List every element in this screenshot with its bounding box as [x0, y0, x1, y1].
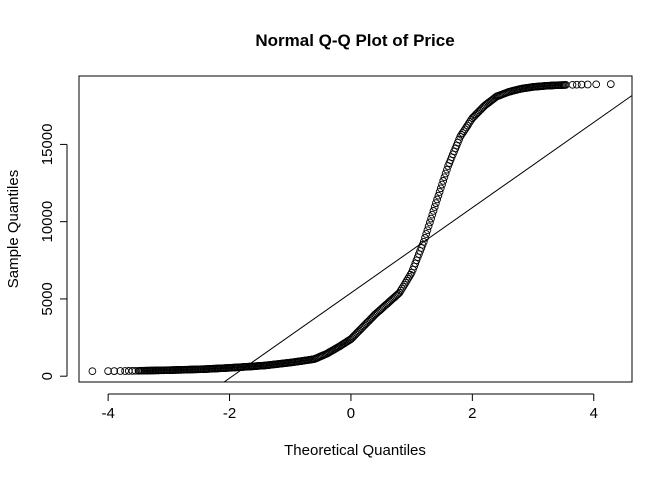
x-tick-label: -4: [101, 405, 114, 422]
data-point: [401, 278, 410, 287]
y-tick-label: 10000: [39, 201, 56, 243]
data-point: [438, 180, 446, 189]
data-point: [428, 210, 437, 219]
data-point: [404, 274, 412, 283]
x-tick-label: 4: [590, 405, 598, 422]
data-point: [592, 80, 601, 89]
data-point: [430, 203, 439, 211]
plot-frame: [78, 75, 633, 383]
data-point: [398, 284, 406, 293]
data-point: [419, 237, 428, 246]
x-axis-label: Theoretical Quantiles: [284, 442, 426, 459]
data-point: [424, 222, 433, 231]
data-point: [88, 367, 97, 376]
data-point: [421, 234, 429, 242]
qq-reference-line: [223, 95, 633, 383]
data-point: [128, 367, 137, 375]
x-tick-label: 2: [468, 405, 476, 422]
data-point: [110, 367, 119, 375]
chart-title: Normal Q-Q Plot of Price: [255, 31, 454, 50]
data-point: [439, 177, 448, 185]
data-point: [434, 191, 443, 200]
data-point: [583, 80, 592, 89]
data-point: [577, 80, 586, 89]
y-tick-label: 0: [39, 372, 56, 380]
y-tick-label: 5000: [39, 282, 56, 315]
data-point: [104, 367, 112, 375]
x-tick-label: -2: [223, 405, 236, 422]
data-point: [395, 288, 404, 297]
data-point: [432, 199, 440, 207]
data-point: [436, 184, 445, 193]
data-point: [433, 195, 441, 204]
data-point: [399, 282, 408, 291]
data-point: [561, 81, 570, 89]
data-point: [422, 230, 431, 238]
data-point: [572, 80, 581, 89]
data-point: [121, 367, 129, 375]
data-point: [463, 121, 472, 130]
y-axis-label: Sample Quantiles: [5, 170, 22, 288]
data-point: [429, 207, 438, 215]
data-point: [443, 165, 451, 174]
data-points: [88, 80, 615, 376]
data-point: [441, 169, 450, 178]
data-point: [440, 173, 449, 182]
data-point: [435, 188, 444, 196]
data-point: [116, 367, 125, 375]
data-point: [400, 280, 409, 289]
data-point: [405, 272, 414, 281]
y-tick-label: 15000: [39, 124, 56, 166]
data-point: [423, 226, 432, 235]
data-point: [427, 214, 435, 223]
data-point: [396, 286, 405, 295]
data-point: [426, 218, 434, 227]
data-point: [406, 270, 415, 279]
data-point: [606, 80, 615, 88]
x-tick-label: 0: [347, 405, 355, 422]
data-point: [402, 276, 411, 285]
axes: -4 -2 0 2 4 0 5000 10000 15000: [39, 124, 598, 422]
